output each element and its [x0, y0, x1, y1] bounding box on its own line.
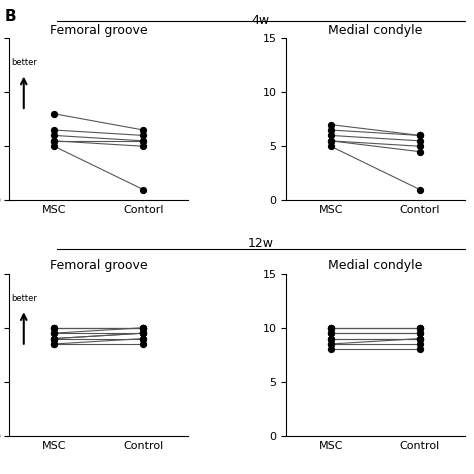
Point: [327, 340, 335, 348]
Point: [139, 324, 147, 331]
Point: [416, 346, 424, 353]
Point: [50, 335, 58, 342]
Text: 4w: 4w: [252, 14, 270, 27]
Point: [139, 329, 147, 337]
Point: [327, 340, 335, 348]
Point: [416, 137, 424, 145]
Point: [327, 324, 335, 331]
Point: [50, 143, 58, 150]
Point: [50, 132, 58, 139]
Point: [327, 335, 335, 342]
Point: [139, 329, 147, 337]
Text: better: better: [11, 294, 36, 303]
Point: [416, 324, 424, 331]
Point: [139, 324, 147, 331]
Point: [327, 137, 335, 145]
Point: [327, 324, 335, 331]
Point: [139, 132, 147, 139]
Point: [139, 335, 147, 342]
Point: [416, 143, 424, 150]
Point: [139, 340, 147, 348]
Point: [327, 329, 335, 337]
Point: [50, 324, 58, 331]
Title: Medial condyle: Medial condyle: [328, 259, 422, 273]
Point: [50, 329, 58, 337]
Text: 12w: 12w: [248, 237, 273, 250]
Point: [50, 340, 58, 348]
Point: [139, 335, 147, 342]
Point: [50, 340, 58, 348]
Point: [416, 324, 424, 331]
Text: better: better: [11, 58, 36, 67]
Point: [50, 110, 58, 118]
Point: [50, 137, 58, 145]
Point: [327, 329, 335, 337]
Point: [50, 126, 58, 134]
Point: [139, 324, 147, 331]
Point: [139, 137, 147, 145]
Point: [416, 148, 424, 155]
Point: [327, 137, 335, 145]
Point: [416, 132, 424, 139]
Point: [139, 143, 147, 150]
Point: [416, 329, 424, 337]
Text: B: B: [5, 9, 17, 25]
Point: [139, 329, 147, 337]
Point: [416, 186, 424, 193]
Point: [327, 132, 335, 139]
Point: [327, 121, 335, 128]
Point: [50, 324, 58, 331]
Point: [416, 132, 424, 139]
Title: Femoral groove: Femoral groove: [50, 259, 147, 273]
Point: [50, 137, 58, 145]
Point: [327, 126, 335, 134]
Title: Medial condyle: Medial condyle: [328, 24, 422, 37]
Point: [50, 329, 58, 337]
Point: [416, 335, 424, 342]
Point: [139, 126, 147, 134]
Point: [327, 335, 335, 342]
Title: Femoral groove: Femoral groove: [50, 24, 147, 37]
Point: [416, 329, 424, 337]
Point: [416, 335, 424, 342]
Point: [50, 335, 58, 342]
Point: [139, 186, 147, 193]
Point: [327, 346, 335, 353]
Point: [416, 340, 424, 348]
Point: [416, 335, 424, 342]
Point: [50, 324, 58, 331]
Point: [139, 324, 147, 331]
Point: [327, 143, 335, 150]
Point: [139, 137, 147, 145]
Point: [50, 335, 58, 342]
Point: [416, 324, 424, 331]
Point: [327, 324, 335, 331]
